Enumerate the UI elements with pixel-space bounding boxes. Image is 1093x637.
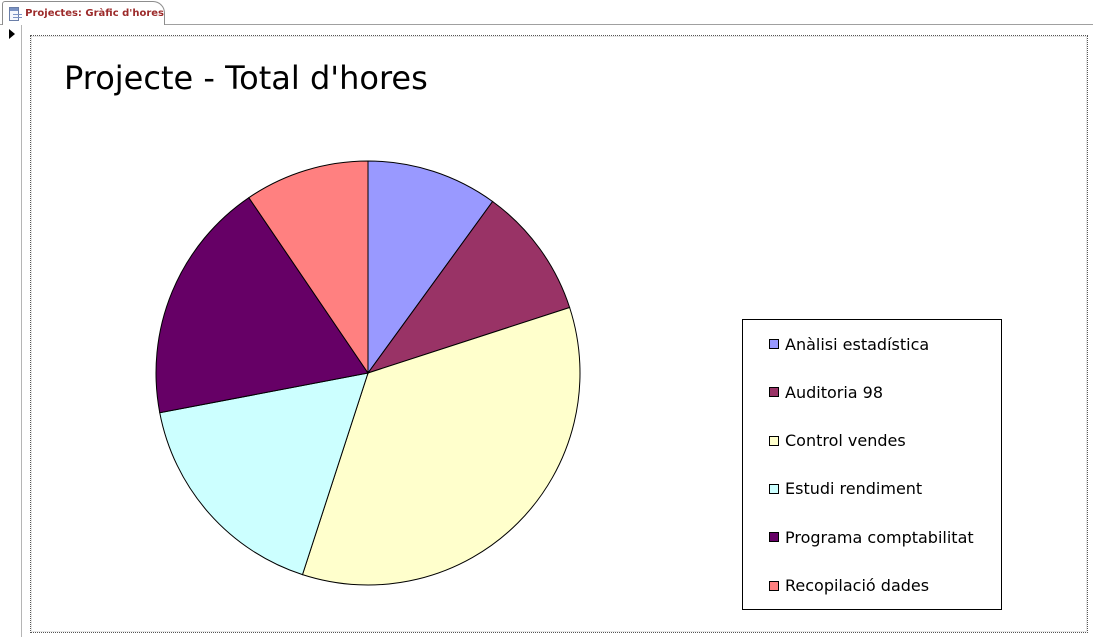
pie-slice-2 (301, 306, 581, 586)
legend-label: Anàlisi estadística (785, 334, 930, 354)
form-detail-area: Projecte - Total d'hores Anàlisi estadís… (23, 26, 1093, 637)
document-tab-strip: Projectes: Gràfic d'hores (0, 0, 1093, 25)
legend-swatch (769, 387, 779, 398)
legend-item: Anàlisi estadística (769, 333, 929, 355)
legend-item: Recopilació dades (769, 575, 929, 597)
legend-item: Estudi rendiment (769, 478, 922, 500)
pie-slice-4 (155, 196, 369, 414)
record-selector[interactable] (0, 25, 22, 637)
tab-label: Projectes: Gràfic d'hores (25, 8, 164, 19)
legend-item: Programa comptabilitat (769, 526, 974, 548)
legend-swatch (769, 339, 779, 349)
pie-slice-3 (159, 372, 369, 576)
chart-area: Projecte - Total d'hores Anàlisi estadís… (31, 36, 1087, 632)
form-icon (9, 6, 23, 21)
tab-projectes-grafic-hores[interactable]: Projectes: Gràfic d'hores (2, 1, 165, 25)
legend-label: Programa comptabilitat (785, 527, 974, 547)
pie-chart (155, 160, 581, 586)
pie-slice-0 (367, 160, 494, 375)
legend-swatch (769, 580, 779, 591)
chart-legend: Anàlisi estadística Auditoria 98 Control v… (742, 319, 1002, 610)
legend-label: Auditoria 98 (785, 382, 884, 402)
current-record-arrow-icon (9, 29, 15, 39)
legend-item: Control vendes (769, 430, 906, 452)
legend-label: Recopilació dades (785, 576, 930, 595)
chart-title: Projecte - Total d'hores (64, 59, 428, 97)
pie-slice-5 (248, 160, 369, 375)
pie-slice-1 (366, 200, 571, 374)
legend-swatch (769, 435, 779, 446)
legend-label: Estudi rendiment (785, 479, 923, 499)
legend-swatch (769, 532, 779, 543)
legend-item: Auditoria 98 (769, 381, 883, 403)
legend-label: Control vendes (785, 431, 906, 451)
legend-swatch (769, 483, 779, 494)
chart-object-frame[interactable]: Projecte - Total d'hores Anàlisi estadís… (30, 35, 1088, 633)
